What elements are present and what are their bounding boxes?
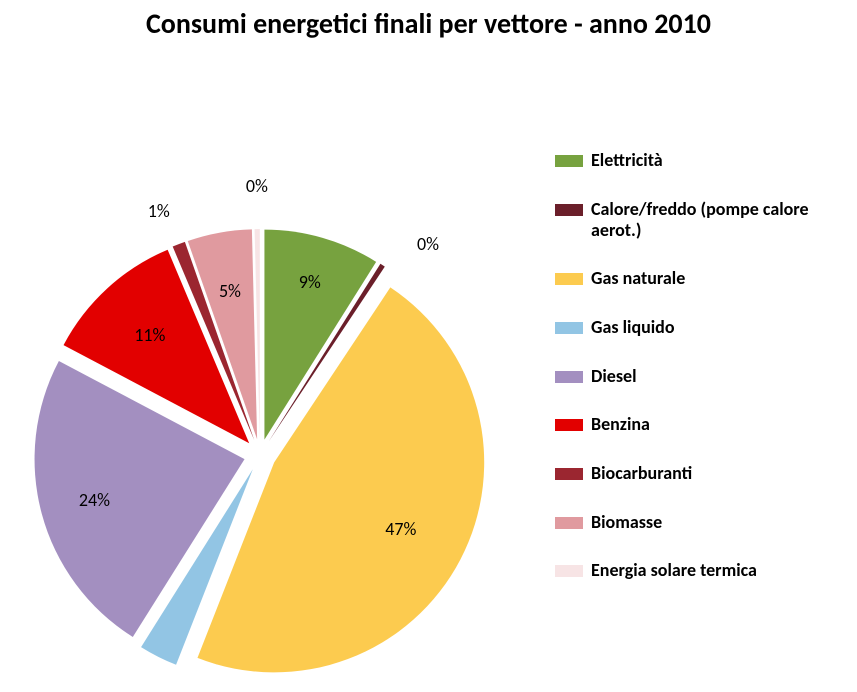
legend: Elettricità Calore/freddo (pompe calore a…	[555, 150, 855, 609]
legend-swatch	[555, 155, 583, 167]
legend-swatch	[555, 273, 583, 285]
legend-swatch	[555, 468, 583, 480]
slice-label: 24%	[79, 489, 110, 511]
slice-label: 0%	[246, 175, 268, 197]
legend-swatch	[555, 517, 583, 529]
legend-swatch	[555, 322, 583, 334]
legend-item: Calore/freddo (pompe calore aerot.)	[555, 199, 855, 240]
legend-swatch	[555, 419, 583, 431]
slice-label: 5%	[219, 280, 241, 302]
slice-label: 11%	[134, 324, 165, 346]
legend-item: Benzina	[555, 414, 855, 435]
legend-label: Gas liquido	[591, 317, 675, 338]
legend-item: Biomasse	[555, 512, 855, 533]
legend-label: Biomasse	[591, 512, 662, 533]
legend-label: Elettricità	[591, 150, 663, 171]
legend-swatch	[555, 371, 583, 383]
legend-label: Biocarburanti	[591, 463, 692, 484]
chart-area: 9%0%47%3%24%11%1%5%0% ElettricitàCalore/…	[0, 40, 857, 692]
chart-title: Consumi energetici finali per vettore - …	[0, 0, 857, 40]
legend-item: Energia solare termica	[555, 560, 855, 581]
legend-item: Gas liquido	[555, 317, 855, 338]
slice-label: 0%	[417, 233, 439, 255]
slice-label: 47%	[385, 518, 416, 540]
legend-item: Biocarburanti	[555, 463, 855, 484]
slice-label: 1%	[148, 200, 170, 222]
legend-item: Elettricità	[555, 150, 855, 171]
legend-item: Diesel	[555, 366, 855, 387]
legend-swatch	[555, 565, 583, 577]
legend-label: Diesel	[591, 366, 637, 387]
legend-label: Benzina	[591, 414, 650, 435]
slice-label: 9%	[299, 271, 321, 293]
legend-label: Energia solare termica	[591, 560, 757, 581]
legend-label: Gas naturale	[591, 268, 685, 289]
legend-swatch	[555, 204, 583, 216]
legend-label: Calore/freddo (pompe calore aerot.)	[591, 199, 841, 240]
legend-item: Gas naturale	[555, 268, 855, 289]
